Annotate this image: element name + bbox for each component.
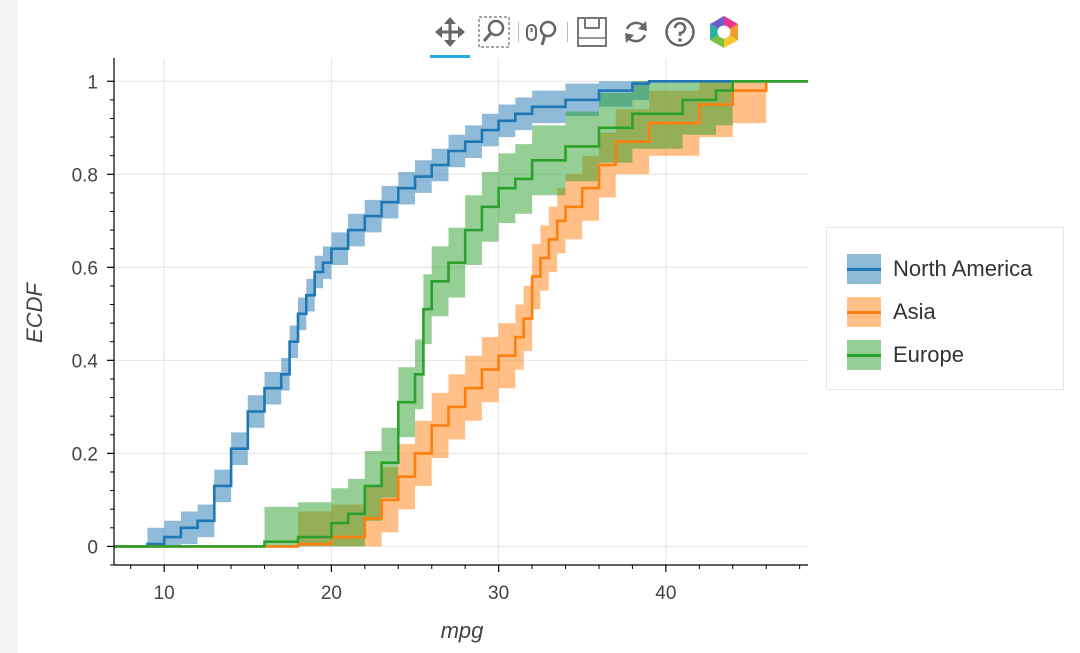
page-edge-strip: [0, 0, 18, 653]
legend-item-north-america[interactable]: North America: [847, 254, 1032, 284]
axes: 0 0.2 0.4 0.6 0.8 1 10 20 30 40: [72, 58, 808, 604]
box-zoom-icon: [478, 16, 510, 48]
y-tick-label: 0.4: [72, 351, 99, 372]
legend-item-europe[interactable]: Europe: [847, 340, 964, 370]
pan-tool-button[interactable]: [428, 10, 472, 58]
x-axis-title: mpg: [441, 618, 485, 643]
reset-button[interactable]: [614, 10, 658, 54]
wheel-zoom-icon: [526, 20, 557, 46]
x-tick-label: 10: [154, 583, 175, 604]
save-button[interactable]: [570, 10, 614, 54]
y-tick-label: 0.6: [72, 258, 98, 279]
plot-toolbar: [428, 8, 746, 58]
box-zoom-button[interactable]: [472, 10, 516, 54]
help-button[interactable]: [658, 10, 702, 54]
legend-item-asia[interactable]: Asia: [847, 297, 936, 327]
floppy-disk-icon: [577, 17, 607, 47]
y-tick-label: 0.8: [72, 165, 98, 186]
y-tick-label: 0: [87, 537, 98, 558]
y-axis-title: ECDF: [22, 281, 47, 342]
y-tick-label: 0.2: [72, 444, 98, 465]
wheel-zoom-button[interactable]: [521, 10, 565, 54]
reset-icon: [625, 21, 647, 43]
ecdf-lines: [114, 80, 808, 548]
legend-swatch: [847, 340, 881, 370]
help-question-icon: [665, 17, 695, 47]
legend-label: Asia: [893, 299, 936, 324]
ecdf-line-europe: [114, 80, 808, 548]
ecdf-line-asia: [114, 80, 808, 548]
legend-swatch: [847, 297, 881, 327]
move-arrows-icon: [435, 17, 465, 47]
legend-swatch: [847, 254, 881, 284]
chart-legend: North America Asia Europe: [826, 227, 1064, 390]
legend-label: Europe: [893, 342, 964, 367]
x-tick-label: 40: [655, 583, 676, 604]
legend-label: North America: [893, 256, 1033, 281]
bokeh-logo-icon: [710, 16, 738, 48]
ecdf-line-north-america: [114, 80, 808, 548]
x-tick-label: 20: [321, 583, 342, 604]
confidence-band-europe: [264, 81, 808, 547]
x-tick-label: 30: [488, 583, 509, 604]
confidence-bands: [147, 81, 808, 547]
y-tick-label: 1: [87, 72, 98, 93]
confidence-band-asia: [298, 81, 808, 547]
bokeh-logo-link[interactable]: [702, 10, 746, 54]
toolbar-separator: [518, 22, 519, 42]
toolbar-separator: [567, 22, 568, 42]
